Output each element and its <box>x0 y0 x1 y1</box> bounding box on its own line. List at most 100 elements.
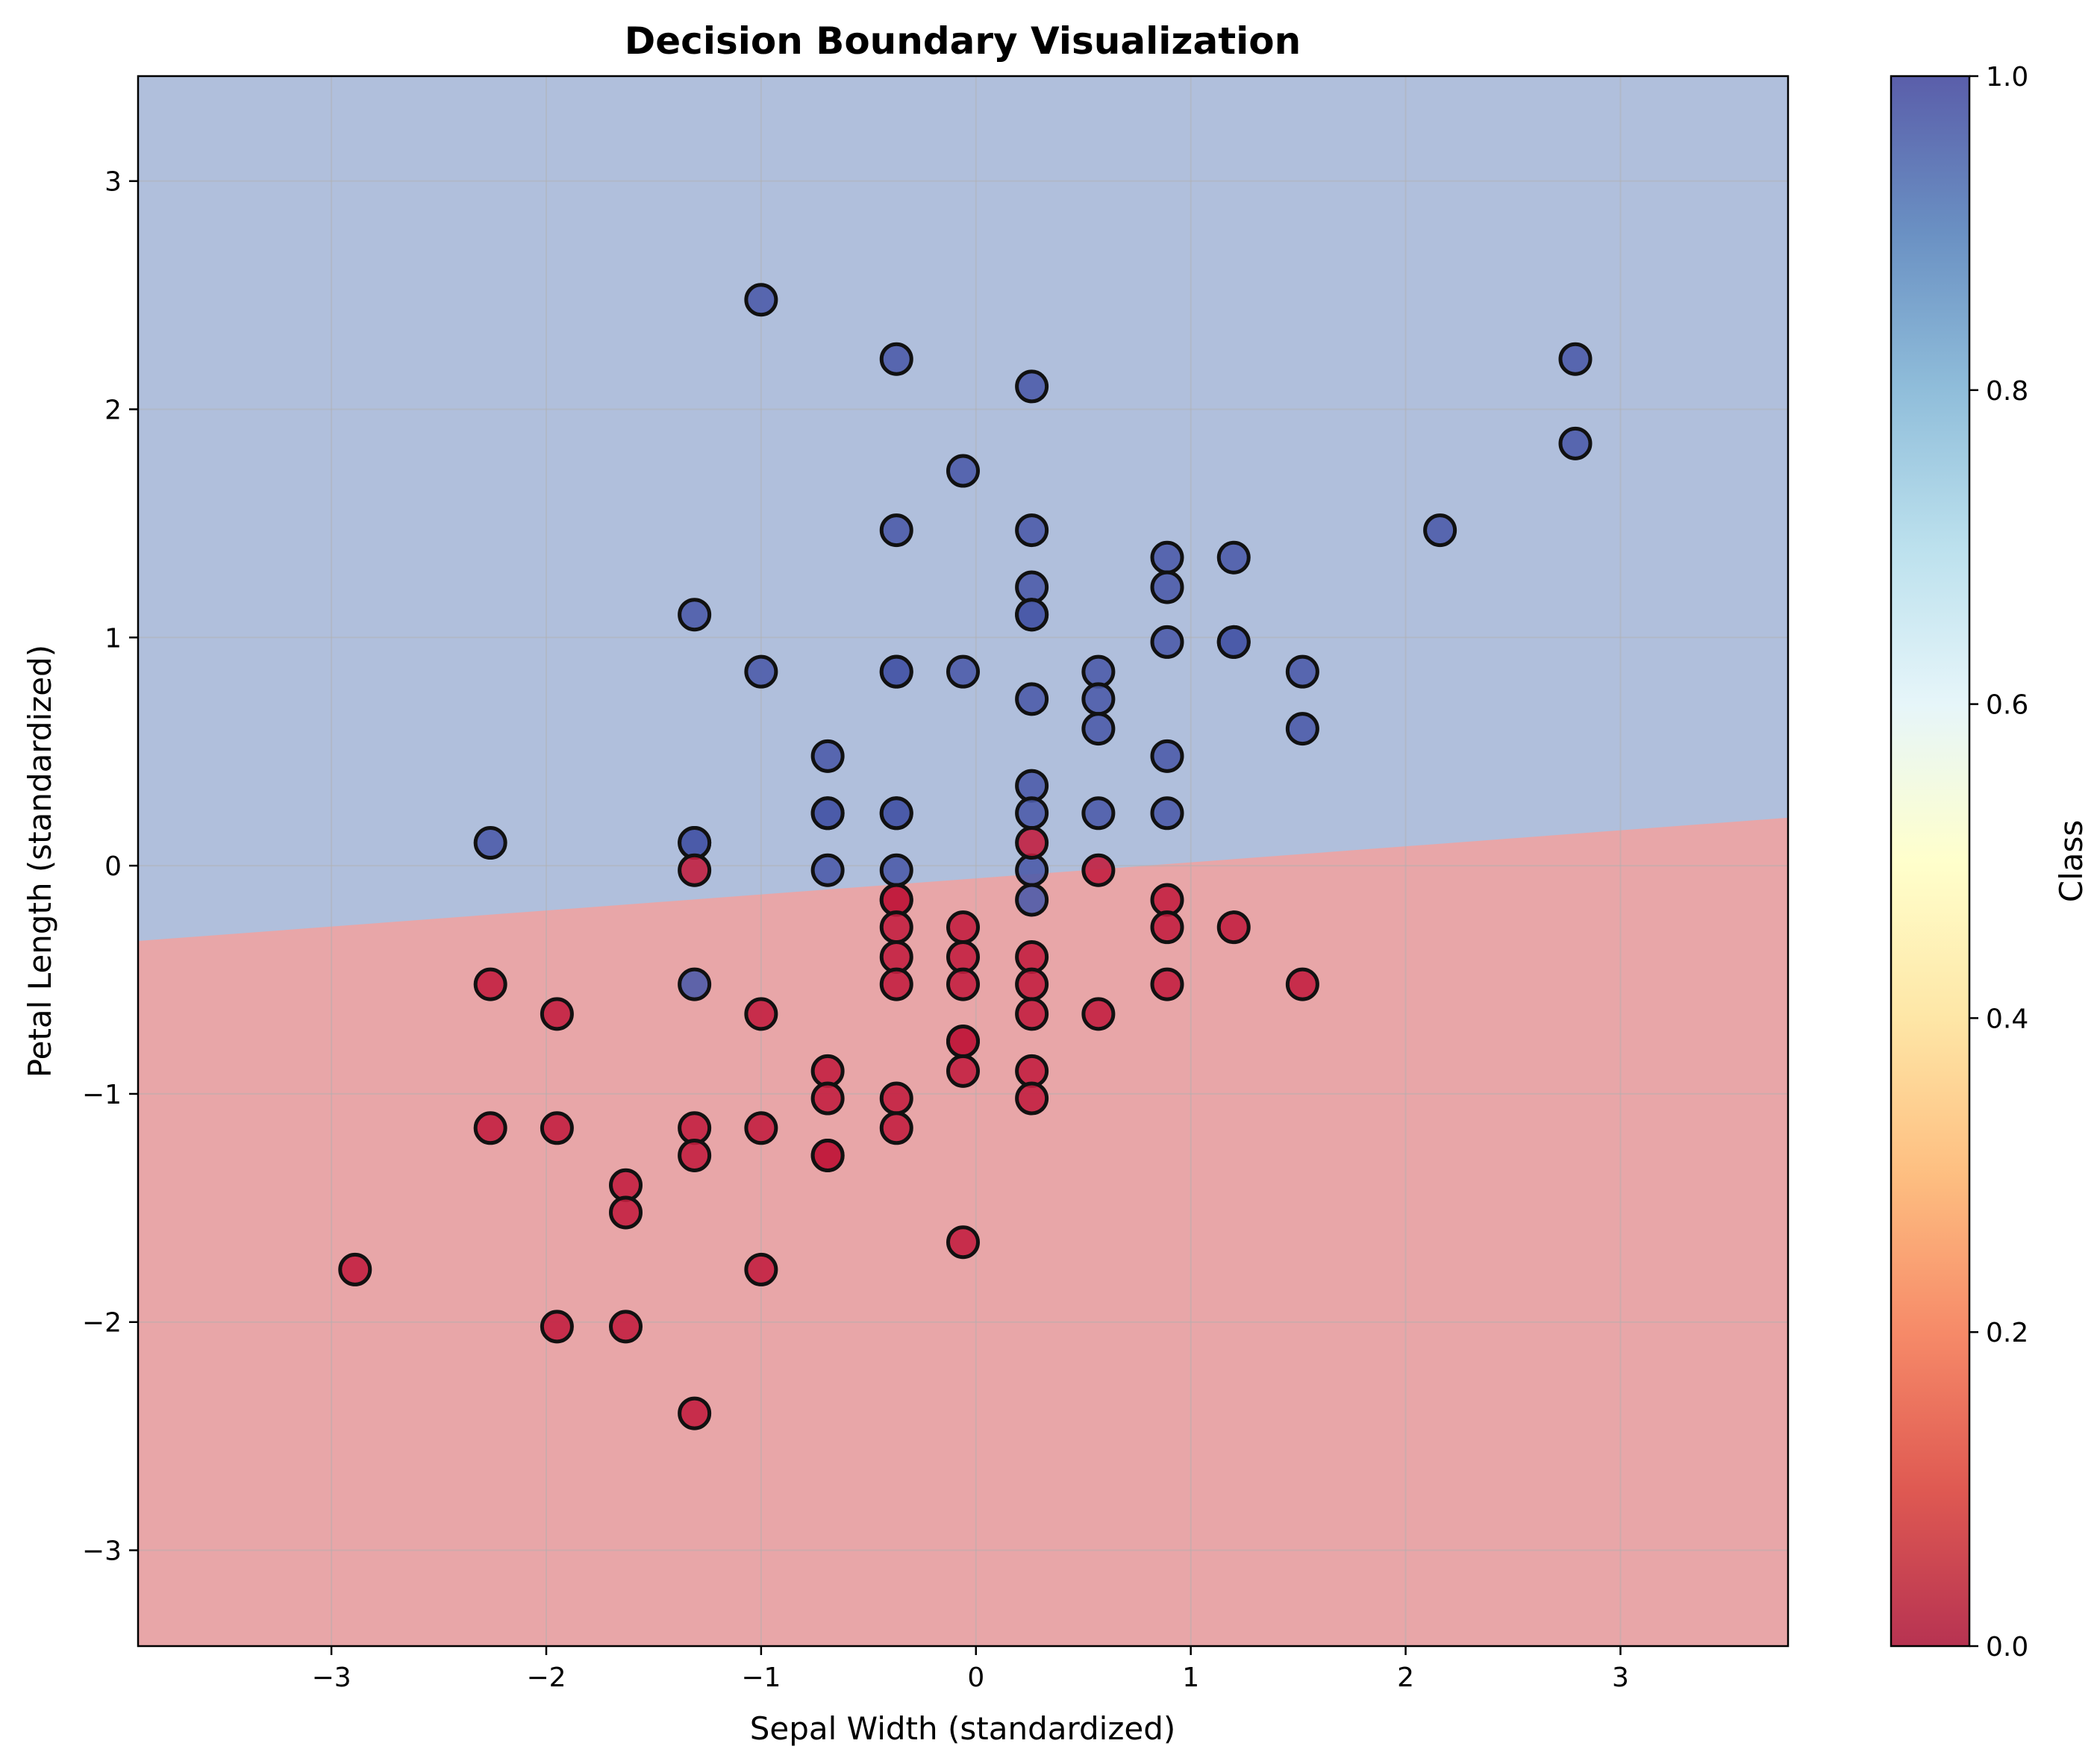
data-point-class-0 <box>744 1111 778 1145</box>
data-point-class-1 <box>1150 625 1184 659</box>
y-tick-label: −2 <box>82 1308 122 1339</box>
data-point-class-1 <box>1216 625 1251 659</box>
data-point-class-0 <box>879 967 913 1001</box>
y-tick-label: 3 <box>104 167 122 198</box>
data-point-class-0 <box>609 1168 643 1202</box>
data-point-class-0 <box>946 1225 980 1260</box>
data-point-class-0 <box>1081 997 1116 1031</box>
data-point-class-0 <box>879 910 913 945</box>
data-point-class-1 <box>810 853 845 887</box>
data-point-class-1 <box>678 967 712 1001</box>
data-point-class-0 <box>744 997 778 1031</box>
data-point-class-1 <box>678 598 712 632</box>
data-point-class-0 <box>1216 910 1251 945</box>
data-point-class-1 <box>1285 712 1319 746</box>
grid-vertical <box>331 76 1622 1646</box>
data-point-class-1 <box>1285 654 1319 689</box>
chart-title: Decision Boundary Visualization <box>625 19 1301 63</box>
data-point-class-0 <box>678 1111 712 1145</box>
data-point-class-1 <box>1015 369 1049 404</box>
data-point-class-1 <box>1081 654 1116 689</box>
colorbar-tick-label: 1.0 <box>1986 62 2028 93</box>
y-tick-label: −3 <box>82 1536 122 1567</box>
data-point-class-0 <box>946 910 980 945</box>
data-point-class-0 <box>879 883 913 917</box>
data-point-class-0 <box>1015 967 1049 1001</box>
data-point-class-0 <box>879 1081 913 1116</box>
data-point-class-1 <box>810 739 845 773</box>
data-point-class-0 <box>946 967 980 1001</box>
data-point-class-0 <box>946 939 980 974</box>
data-point-class-1 <box>678 826 712 860</box>
data-point-class-0 <box>946 1054 980 1088</box>
data-point-class-0 <box>810 1139 845 1172</box>
data-point-class-0 <box>540 1111 574 1145</box>
data-point-class-0 <box>1081 853 1116 887</box>
data-point-class-0 <box>810 1054 845 1088</box>
data-point-class-1 <box>744 283 778 317</box>
y-axis-label: Petal Length (standardized) <box>22 645 58 1078</box>
data-point-class-0 <box>678 1396 712 1430</box>
data-point-class-1 <box>1015 570 1049 604</box>
data-point-class-0 <box>744 1252 778 1286</box>
data-point-class-0 <box>1150 910 1184 945</box>
data-point-class-1 <box>1558 426 1593 460</box>
data-point-class-0 <box>609 1195 643 1230</box>
data-point-class-0 <box>946 1025 980 1059</box>
y-tick-label: −1 <box>82 1080 122 1110</box>
x-axis-ticks: −3 −2 −1 0 1 2 3 <box>312 1646 1629 1693</box>
x-tick-label: −2 <box>526 1663 566 1693</box>
data-point-class-1 <box>1150 570 1184 604</box>
data-point-class-1 <box>1015 598 1049 632</box>
data-point-class-1 <box>1081 682 1116 716</box>
data-point-class-1 <box>1015 883 1049 917</box>
data-point-class-0 <box>1150 967 1184 1001</box>
data-point-class-0 <box>879 1111 913 1145</box>
x-axis-label: Sepal Width (standardized) <box>750 1710 1176 1747</box>
colorbar-ticks: 0.0 0.2 0.4 0.6 0.8 1.0 <box>1969 62 2028 1663</box>
y-axis-ticks: −3 −2 −1 0 1 2 3 <box>82 167 138 1567</box>
data-point-class-1 <box>1015 796 1049 831</box>
colorbar-frame <box>1890 75 1971 1648</box>
data-point-class-1 <box>879 654 913 689</box>
data-point-class-0 <box>1150 883 1184 917</box>
colorbar-tick-label: 0.0 <box>1986 1632 2028 1663</box>
colorbar-tick-label: 0.8 <box>1986 376 2028 407</box>
data-point-class-1 <box>879 796 913 831</box>
data-point-class-0 <box>1015 1081 1049 1116</box>
x-tick-label: 1 <box>1182 1663 1199 1693</box>
data-point-class-1 <box>946 454 980 488</box>
data-point-class-0 <box>678 1139 712 1172</box>
colorbar-tick-label: 0.2 <box>1986 1318 2028 1348</box>
data-point-class-1 <box>1015 853 1049 887</box>
x-tick-label: 0 <box>967 1663 984 1693</box>
data-point-class-0 <box>1015 826 1049 860</box>
colorbar-tick-label: 0.4 <box>1986 1004 2028 1034</box>
data-point-class-0 <box>473 967 507 1001</box>
data-point-class-0 <box>540 997 574 1031</box>
colorbar: 0.0 0.2 0.4 0.6 0.8 1.0 Class <box>1890 62 2090 1663</box>
data-point-class-0 <box>473 1111 507 1145</box>
colorbar-gradient <box>1891 76 1969 1646</box>
data-point-class-1 <box>1150 540 1184 575</box>
data-point-class-0 <box>879 939 913 974</box>
y-tick-label: 0 <box>104 851 122 882</box>
data-point-class-1 <box>1150 796 1184 831</box>
x-tick-label: −3 <box>312 1663 351 1693</box>
data-point-class-1 <box>744 654 778 689</box>
data-point-class-1 <box>879 853 913 887</box>
data-point-class-0 <box>609 1310 643 1344</box>
data-point-class-1 <box>1150 739 1184 773</box>
colorbar-label: Class <box>2053 820 2090 903</box>
data-point-class-0 <box>1015 1054 1049 1088</box>
x-tick-label: 2 <box>1397 1663 1414 1693</box>
data-point-class-1 <box>1015 769 1049 803</box>
grid-horizontal <box>138 180 1788 1551</box>
y-tick-label: 1 <box>104 623 122 654</box>
colorbar-tick-label: 0.6 <box>1986 690 2028 721</box>
data-point-class-1 <box>1081 796 1116 831</box>
data-point-class-1 <box>1423 513 1457 548</box>
x-tick-label: −1 <box>741 1663 781 1693</box>
data-point-class-0 <box>338 1252 372 1286</box>
